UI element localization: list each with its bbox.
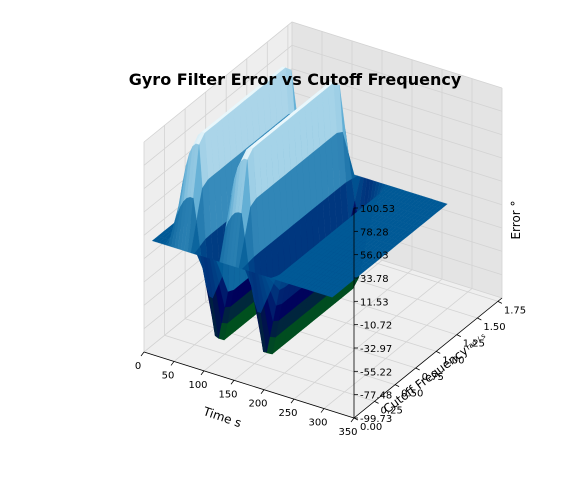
x-tick <box>200 370 205 376</box>
x-tick <box>230 380 235 385</box>
y-tick <box>497 300 503 304</box>
z-tick-label: -32.97 <box>360 344 392 355</box>
x-axis-label: Time s <box>200 404 243 430</box>
x-tick-label: 50 <box>162 370 175 381</box>
y-tick <box>477 317 482 321</box>
x-tick-label: 0 <box>135 361 141 372</box>
y-tick <box>374 400 379 404</box>
x-tick <box>320 408 325 413</box>
z-tick-label: -77.48 <box>360 391 392 402</box>
x-tick <box>170 361 175 366</box>
x-tick-label: 250 <box>278 408 297 419</box>
y-tick-label: 0.50 <box>401 389 423 400</box>
y-tick <box>394 384 400 388</box>
x-tick <box>260 389 265 394</box>
y-tick-label: 1.00 <box>442 355 464 366</box>
z-tick-label: 56.03 <box>360 251 389 262</box>
z-tick-label: 33.78 <box>360 274 389 285</box>
y-tick-label: 1.25 <box>463 339 485 350</box>
x-tick-label: 300 <box>308 418 327 429</box>
surface-plot <box>151 66 448 355</box>
y-tick-label: 0.00 <box>360 422 382 433</box>
x-tick <box>290 398 295 404</box>
y-tick <box>436 350 441 354</box>
y-tick <box>415 367 420 371</box>
z-tick-label: -99.73 <box>360 414 392 425</box>
z-tick-label: 100.53 <box>360 204 395 215</box>
y-tick-label: 1.75 <box>504 305 526 316</box>
surface-patch <box>328 291 339 298</box>
y-tick-label: 0.75 <box>422 372 444 383</box>
y-tick-label: 0.25 <box>381 405 403 416</box>
x-tick-label: 350 <box>338 427 357 438</box>
x-tick <box>350 417 355 423</box>
z-grid-line <box>143 21 503 143</box>
y-tick <box>456 334 461 338</box>
x-tick-label: 100 <box>188 380 207 391</box>
z-grid-line <box>143 44 503 166</box>
x-tick <box>140 351 145 357</box>
x-tick-label: 150 <box>218 389 237 400</box>
x-tick-label: 200 <box>248 399 267 410</box>
z-tick-label: -10.72 <box>360 321 392 332</box>
z-tick-label: 78.28 <box>360 227 389 238</box>
x-axis-line <box>143 351 355 419</box>
y-tick-label: 1.50 <box>483 322 505 333</box>
chart-title: Gyro Filter Error vs Cutoff Frequency <box>129 70 462 89</box>
z-axis-label: Error ° <box>509 200 523 239</box>
z-tick-label: 11.53 <box>360 297 389 308</box>
z-tick-label: -55.22 <box>360 367 392 378</box>
floor-pane <box>144 232 502 418</box>
tick-labels: 0 50 100 150 200 250 300 350 0.00 0.25 0.50 0.75 1.0… <box>135 204 526 438</box>
